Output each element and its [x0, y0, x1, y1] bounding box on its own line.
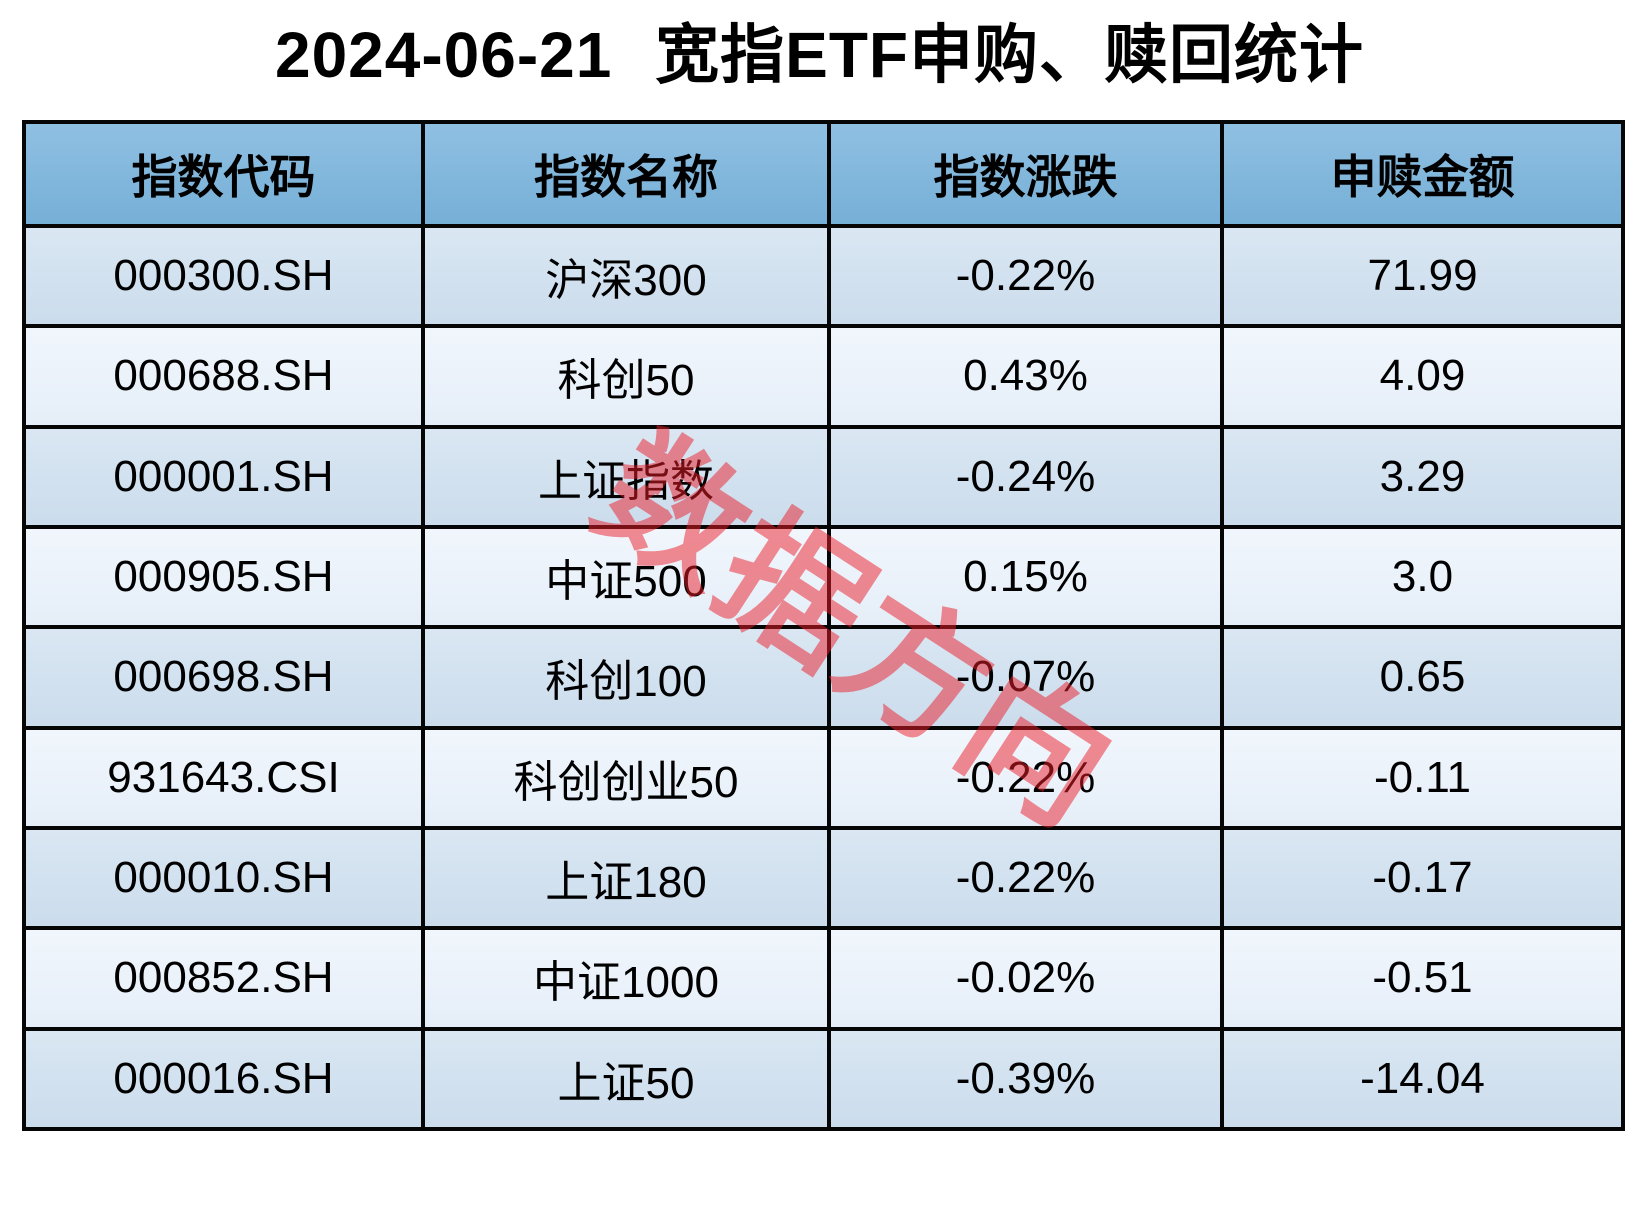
- table-row: 000688.SH 科创50 0.43% 4.09: [22, 324, 1625, 429]
- etf-table: 指数代码 指数名称 指数涨跌 申赎金额 000300.SH 沪深300 -0.2…: [22, 120, 1625, 1132]
- cell-index-change: -0.24%: [827, 424, 1224, 529]
- cell-index-code: 000688.SH: [22, 324, 425, 429]
- cell-amount: 4.09: [1220, 324, 1625, 429]
- cell-index-name: 科创50: [421, 324, 831, 429]
- table-row: 000852.SH 中证1000 -0.02% -0.51: [22, 926, 1625, 1031]
- column-header-index-name: 指数名称: [421, 120, 831, 228]
- cell-amount: -0.51: [1220, 926, 1625, 1031]
- table-header-row: 指数代码 指数名称 指数涨跌 申赎金额: [22, 120, 1625, 228]
- column-header-index-change: 指数涨跌: [827, 120, 1224, 228]
- cell-index-name: 沪深300: [421, 223, 831, 329]
- cell-index-name: 上证指数: [421, 424, 831, 529]
- cell-index-code: 000300.SH: [22, 223, 425, 329]
- page-title: 2024-06-21 宽指ETF申购、赎回统计: [274, 19, 1365, 91]
- cell-amount: -0.17: [1220, 825, 1625, 931]
- cell-index-change: -0.22%: [827, 825, 1224, 931]
- cell-index-code: 000698.SH: [22, 625, 425, 730]
- cell-index-name: 上证50: [421, 1026, 831, 1132]
- cell-index-change: -0.22%: [827, 223, 1224, 329]
- cell-index-change: 0.15%: [827, 524, 1224, 630]
- cell-index-code: 000016.SH: [22, 1026, 425, 1132]
- column-header-amount: 申赎金额: [1220, 120, 1625, 228]
- cell-amount: 3.29: [1220, 424, 1625, 529]
- cell-amount: 3.0: [1220, 524, 1625, 630]
- table-row: 000016.SH 上证50 -0.39% -14.04: [22, 1026, 1625, 1132]
- cell-index-change: -0.22%: [827, 725, 1224, 830]
- cell-index-code: 000010.SH: [22, 825, 425, 931]
- cell-amount: 71.99: [1220, 223, 1625, 329]
- cell-amount: 0.65: [1220, 625, 1625, 730]
- cell-index-code: 000001.SH: [22, 424, 425, 529]
- cell-index-name: 上证180: [421, 825, 831, 931]
- cell-index-change: -0.07%: [827, 625, 1224, 730]
- cell-index-change: 0.43%: [827, 324, 1224, 429]
- cell-amount: -0.11: [1220, 725, 1625, 830]
- table-row: 000001.SH 上证指数 -0.24% 3.29: [22, 424, 1625, 529]
- table-row: 000905.SH 中证500 0.15% 3.0: [22, 524, 1625, 630]
- cell-index-name: 中证1000: [421, 926, 831, 1031]
- table-row: 000698.SH 科创100 -0.07% 0.65: [22, 625, 1625, 730]
- cell-index-code: 931643.CSI: [22, 725, 425, 830]
- cell-index-code: 000852.SH: [22, 926, 425, 1031]
- column-header-index-code: 指数代码: [22, 120, 425, 228]
- table-row: 000300.SH 沪深300 -0.22% 71.99: [22, 223, 1625, 329]
- cell-amount: -14.04: [1220, 1026, 1625, 1132]
- table-row: 000010.SH 上证180 -0.22% -0.17: [22, 825, 1625, 931]
- cell-index-name: 中证500: [421, 524, 831, 630]
- cell-index-change: -0.02%: [827, 926, 1224, 1031]
- cell-index-code: 000905.SH: [22, 524, 425, 630]
- cell-index-change: -0.39%: [827, 1026, 1224, 1132]
- table-row: 931643.CSI 科创创业50 -0.22% -0.11: [22, 725, 1625, 830]
- cell-index-name: 科创创业50: [421, 725, 831, 830]
- cell-index-name: 科创100: [421, 625, 831, 730]
